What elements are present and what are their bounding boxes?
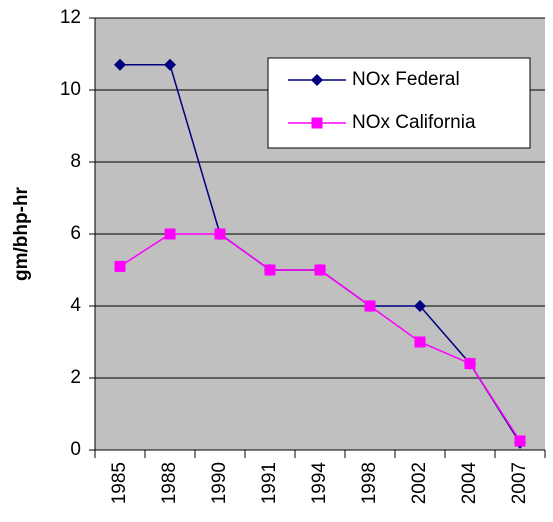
data-point (114, 260, 126, 272)
data-point (414, 336, 426, 348)
data-point (314, 264, 326, 276)
legend-marker (311, 74, 323, 86)
y-tick-label: 6 (70, 223, 81, 244)
data-point (414, 300, 426, 312)
y-tick-label: 0 (70, 439, 81, 460)
data-point (114, 58, 126, 71)
legend-marker (311, 117, 323, 129)
y-tick-label: 4 (70, 295, 81, 316)
y-tick-label: 10 (60, 79, 81, 100)
x-tick-label: 1990 (209, 462, 230, 504)
legend-box (267, 57, 531, 149)
legend-label: NOx California (352, 112, 476, 133)
data-point (364, 300, 376, 312)
y-tick-label: 8 (70, 151, 81, 172)
y-axis-label: gm/bhp-hr (11, 186, 32, 281)
legend-label: NOx Federal (352, 69, 460, 90)
x-tick-label: 2002 (409, 462, 430, 504)
x-tick-label: 1994 (309, 462, 330, 505)
x-tick-label: 1991 (259, 462, 280, 504)
data-point (514, 435, 526, 447)
data-point (164, 228, 176, 240)
data-point (464, 358, 476, 370)
x-tick-label: 1998 (359, 462, 380, 504)
y-tick-label: 2 (70, 367, 81, 388)
data-point (164, 58, 176, 71)
x-tick-label: 1985 (109, 462, 130, 504)
data-point (214, 228, 226, 240)
x-tick-label: 2007 (509, 462, 530, 504)
x-tick-label: 2004 (459, 462, 480, 505)
x-tick-label: 1988 (159, 462, 180, 504)
data-point (264, 264, 276, 276)
y-tick-label: 12 (60, 7, 81, 28)
